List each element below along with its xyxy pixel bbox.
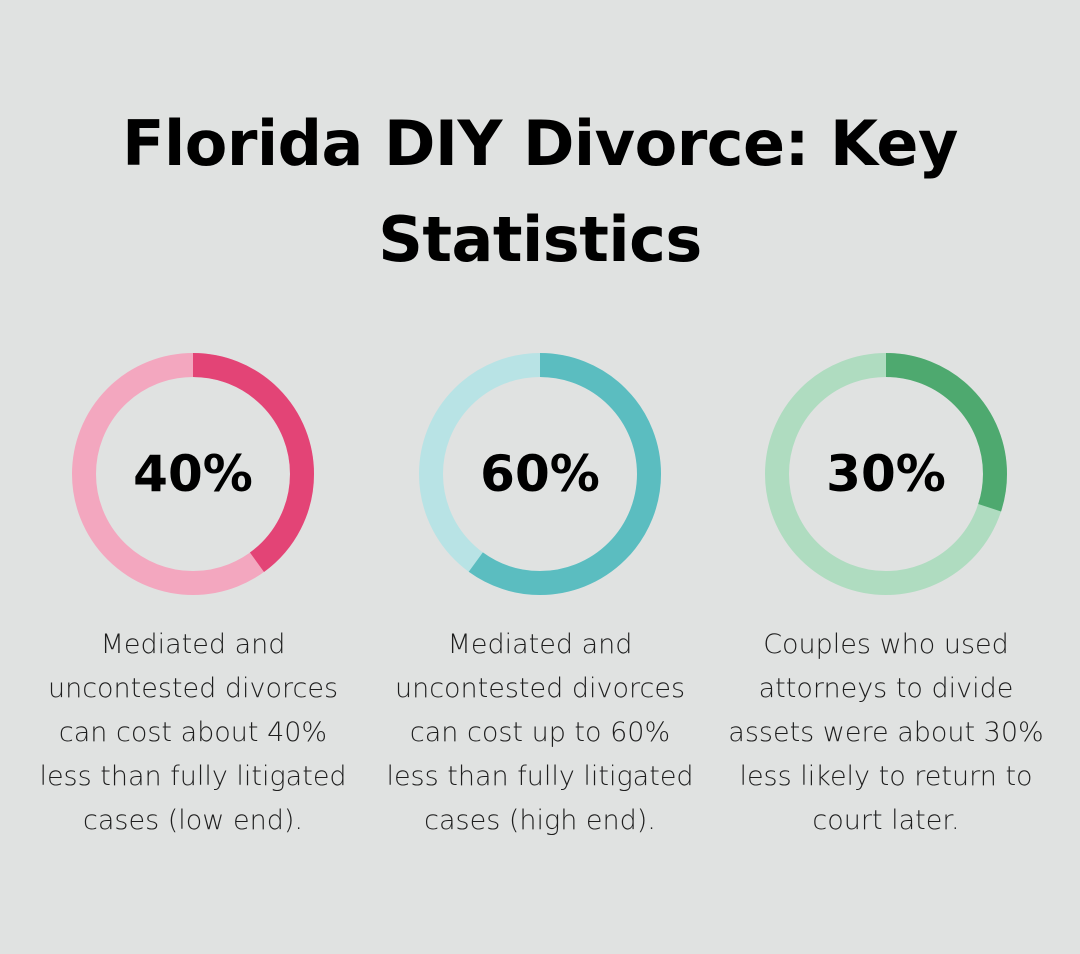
donut-chart-icon (765, 353, 1007, 595)
donut-ring-2: 60% (418, 352, 662, 596)
donut-ring-3: 30% (764, 352, 1008, 596)
donut-chart-icon (72, 353, 314, 595)
stat-value: 40% (133, 445, 253, 503)
stat-card-2: 60% Mediated and uncontested divorces ca… (375, 352, 705, 843)
stat-value: 60% (480, 445, 600, 503)
donut-ring-1: 40% (71, 352, 315, 596)
page-title: Florida DIY Divorce: Key Statistics (122, 107, 958, 276)
stat-description: Mediated and uncontested divorces can co… (386, 629, 694, 836)
stat-description: Couples who used attorneys to divide ass… (728, 629, 1044, 836)
stat-value: 30% (826, 445, 946, 503)
stat-description: Mediated and uncontested divorces can co… (39, 629, 347, 836)
stat-card-3: 30% Couples who used attorneys to divide… (721, 352, 1051, 843)
donut-chart-icon (419, 353, 661, 595)
stat-card-1: 40% Mediated and uncontested divorces ca… (28, 352, 358, 843)
